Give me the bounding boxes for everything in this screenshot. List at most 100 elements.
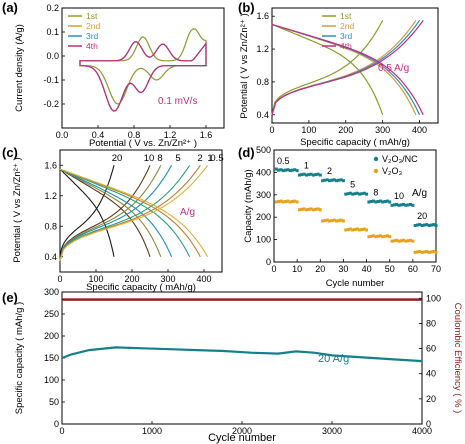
- panel-d-points: [274, 167, 438, 254]
- panel-e-capacity-curve: [61, 346, 423, 363]
- panel-c-rate-label: 0.5: [210, 153, 223, 164]
- panel-d-data-point: [307, 173, 311, 177]
- panel-d-data-point: [427, 223, 431, 227]
- panel-d-data-point: [339, 178, 343, 182]
- panel-d-frame: [273, 149, 437, 263]
- panel-b-legend-entry: 2nd: [340, 21, 354, 31]
- panel-b-x-tick-label: 100: [301, 125, 316, 135]
- panel-e-ylabel: Specific capacity ( mAh/g ): [14, 302, 25, 414]
- panel-c-charge-curve: [59, 164, 209, 261]
- panel-d-data-point: [274, 200, 278, 204]
- panel-d-data-point: [390, 203, 394, 207]
- panel-a-y-ticks: -0.2 -0.1 0.0 0.1 0.2: [43, 3, 65, 109]
- panel-d-data-point: [415, 223, 419, 227]
- panel-d-data-point: [376, 234, 380, 238]
- panel-c-rate-label: 2: [197, 153, 202, 164]
- panel-d-data-point: [351, 228, 355, 232]
- panel-d-data-point: [293, 199, 297, 203]
- panel-d-data-point: [297, 173, 301, 177]
- panel-d-data-point: [358, 228, 362, 232]
- panel-d-data-point: [295, 200, 299, 204]
- panel-c-rate-label: 10: [144, 153, 155, 164]
- panel-d-data-point: [367, 200, 371, 204]
- panel-d-x-tick-label: 30: [338, 264, 348, 274]
- panel-d-data-point: [314, 173, 318, 177]
- panel-d-data-point: [404, 203, 408, 207]
- panel-e-x-tick-label: 0: [59, 426, 64, 436]
- panel-d-x-tick-label: 20: [315, 264, 325, 274]
- panel-d-data-point: [397, 203, 401, 207]
- panel-b-x-tick-label: 300: [375, 125, 390, 135]
- panel-e-x-tick-label: 1000: [142, 426, 162, 436]
- panel-d-data-point: [392, 239, 396, 243]
- panel-c-discharge-curve: [59, 168, 191, 258]
- panel-d-y-tick-label: 300: [256, 190, 271, 200]
- panel-a-x-tick-label: 1.6: [200, 130, 213, 140]
- panel-d-data-point: [277, 168, 281, 172]
- panel-e-y2-tick-label: 40: [426, 369, 436, 379]
- panel-b-curves: [271, 19, 424, 116]
- panel-b-frame: [271, 7, 439, 124]
- panel-d-data-point: [422, 250, 426, 254]
- panel-a-frame: [61, 7, 225, 129]
- panel-b-y-ticks: 0.4 0.8 1.2 1.6: [256, 11, 275, 120]
- panel-b-discharge-curve: [271, 23, 424, 116]
- panel-d-data-point: [321, 179, 325, 183]
- panel-d-x-tick-label: 60: [408, 264, 418, 274]
- panel-c-discharge-curve: [59, 168, 209, 258]
- panel-b-annotation: 0.5 A/g: [378, 63, 409, 74]
- panel-b-y-tick-label: 1.2: [256, 44, 269, 54]
- panel-a-xlabel: Potential ( V vs. Zn/Zn²⁺ ): [89, 138, 197, 149]
- panel-d-data-point: [425, 223, 429, 227]
- panel-d-data-point: [348, 227, 352, 231]
- panel-a-y-tick-label: 0.1: [46, 27, 59, 37]
- panel-d-data-point: [286, 168, 290, 172]
- panel-d-data-point: [434, 250, 438, 254]
- panel-d-data-point: [344, 228, 348, 232]
- panel-e-x-tick-label: 4000: [412, 426, 432, 436]
- panel-d-data-point: [369, 200, 373, 204]
- panel-a-x-tick-label: 0.0: [56, 130, 69, 140]
- panel-c: (c) 0 100 200 300 400 0.4 0.8 1.2 1.6 Specific …: [2, 145, 224, 293]
- panel-d-data-point: [300, 207, 304, 211]
- panel-d-data-point: [369, 234, 373, 238]
- panel-d-data-point: [367, 235, 371, 239]
- panel-c-x-tick-label: 100: [88, 274, 103, 284]
- panel-d-data-point: [362, 191, 366, 195]
- panel-d-data-point: [274, 167, 278, 171]
- panel-a-legend-entry: 4th: [86, 41, 98, 51]
- panel-d-data-point: [277, 200, 281, 204]
- panel-d-data-point: [323, 219, 327, 223]
- panel-b-legend-entry: 4th: [340, 41, 352, 51]
- panel-d-data-point: [425, 249, 429, 253]
- panel-d-data-point: [365, 192, 369, 196]
- panel-e-x-tick-label: 3000: [322, 426, 342, 436]
- panel-d-data-point: [378, 234, 382, 238]
- panel-d-data-point: [418, 249, 422, 253]
- panel-c-y-tick-label: 0.8: [44, 221, 57, 231]
- panel-e: (e) 0 1000 2000 3000 4000 050100150200250300…: [2, 287, 463, 444]
- panel-c-x-tick-label: 300: [160, 274, 175, 284]
- panel-d-data-point: [406, 239, 410, 243]
- panel-d-data-point: [388, 235, 392, 239]
- panel-d-rate-labels: 0.5 1 2 5 8 10 20: [277, 156, 427, 221]
- panel-e-y-tick-label: 150: [44, 353, 59, 363]
- panel-d-y-ticks: 0 100 200 300 400 500: [256, 145, 277, 267]
- panel-d-y-tick-label: 400: [256, 167, 271, 177]
- panel-d-data-point: [330, 178, 334, 182]
- panel-d-data-point: [427, 250, 431, 254]
- panel-b-charge-curve: [271, 20, 384, 115]
- panel-b-y-tick-label: 0.8: [256, 77, 269, 87]
- panel-e-y-tick-label: 100: [44, 375, 59, 385]
- panel-d-data-point: [360, 228, 364, 232]
- panel-d-data-point: [395, 238, 399, 242]
- panel-b-discharge-curve: [271, 23, 384, 116]
- panel-c-charge-curve: [59, 165, 115, 261]
- panel-d-data-point: [295, 169, 299, 173]
- panel-d-data-point: [341, 219, 345, 223]
- panel-d-data-point: [395, 202, 399, 206]
- panel-d-data-point: [381, 200, 385, 204]
- panel-d-label: (d): [238, 145, 255, 160]
- panel-d-data-point: [346, 192, 350, 196]
